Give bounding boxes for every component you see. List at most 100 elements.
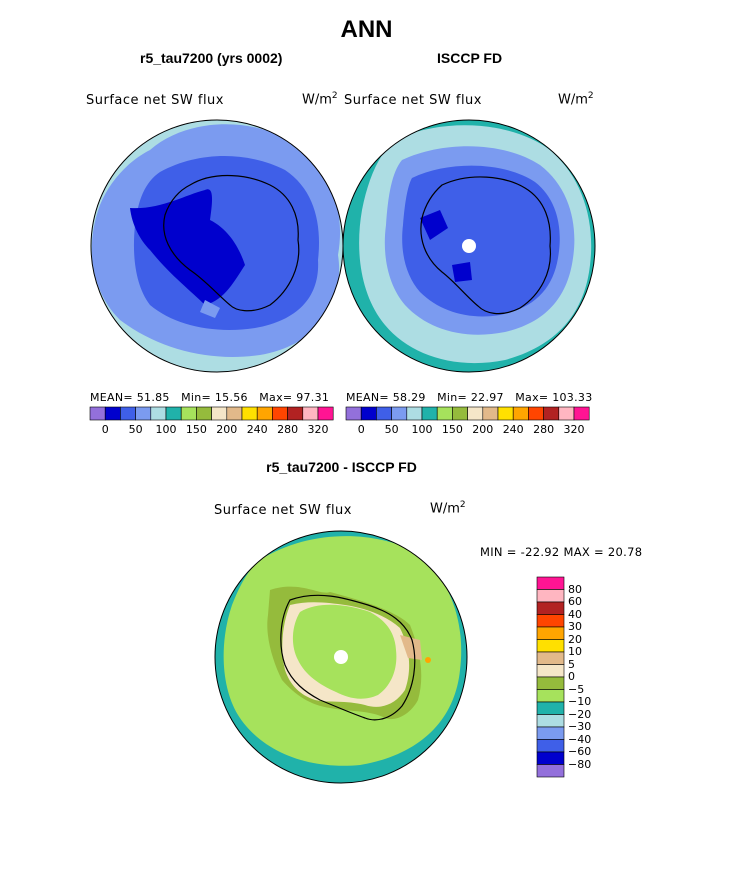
diff-pole-missing-data bbox=[334, 650, 348, 664]
colorbar-tick-label: 100 bbox=[155, 423, 177, 436]
colorbar-swatch bbox=[226, 406, 243, 421]
colorbar-tick-label: 50 bbox=[384, 423, 399, 436]
difference-colorbar bbox=[536, 576, 565, 778]
colorbar-swatch bbox=[150, 406, 167, 421]
diff-variable-label: Surface net SW flux bbox=[214, 503, 352, 518]
right-dark-blue-patch-2 bbox=[452, 262, 472, 282]
diff-orange-patch bbox=[425, 657, 431, 663]
colorbar-tick-label: 200 bbox=[472, 423, 494, 436]
colorbar-tick-label: 320 bbox=[563, 423, 585, 436]
colorbar-swatch bbox=[287, 406, 304, 421]
diff-colorbar-swatch bbox=[536, 614, 565, 628]
diff-colorbar-swatch bbox=[536, 576, 565, 590]
right-panel-title: ISCCP FD bbox=[437, 50, 503, 66]
diff-colorbar-swatch bbox=[536, 751, 565, 765]
colorbar-swatch bbox=[120, 406, 136, 421]
colorbar-swatch bbox=[165, 406, 182, 421]
diff-colorbar-tick-label: 5 bbox=[568, 657, 575, 671]
colorbar-swatch bbox=[272, 406, 288, 421]
diff-colorbar-tick-label: −5 bbox=[568, 682, 585, 696]
colorbar-tick-label: 100 bbox=[411, 423, 433, 436]
right-colorbar bbox=[345, 406, 590, 421]
left-antarctica-coastline bbox=[163, 175, 300, 312]
figure-title: ANN bbox=[340, 16, 393, 43]
colorbar-swatch bbox=[345, 406, 362, 421]
colorbar-swatch bbox=[452, 406, 468, 421]
right-map-border bbox=[342, 119, 596, 373]
colorbar-tick-label: 240 bbox=[502, 423, 524, 436]
colorbar-swatch bbox=[302, 406, 319, 421]
colorbar-swatch bbox=[406, 406, 423, 421]
colorbar-swatch bbox=[558, 406, 575, 421]
difference-polar-map bbox=[215, 531, 467, 783]
diff-stats: MIN = -22.92 MAX = 20.78 bbox=[480, 545, 643, 559]
diff-colorbar-tick-label: 80 bbox=[568, 582, 582, 596]
diff-colorbar-tick-label: 20 bbox=[568, 632, 582, 646]
left-colorbar bbox=[89, 406, 334, 421]
colorbar-swatch bbox=[256, 406, 273, 421]
colorbar-swatch bbox=[482, 406, 499, 421]
right-stats: MEAN= 58.29 Min= 22.97 Max= 103.33 bbox=[346, 391, 593, 404]
colorbar-tick-label: 320 bbox=[307, 423, 329, 436]
right-medium-blue-zone bbox=[402, 165, 560, 317]
right-pole-missing-data bbox=[462, 239, 476, 253]
left-units-label: W/m2 bbox=[302, 91, 338, 108]
diff-colorbar-swatch bbox=[536, 639, 565, 653]
diff-colorbar-swatch bbox=[536, 726, 565, 740]
colorbar-tick-label: 280 bbox=[277, 423, 299, 436]
diff-colorbar-swatch bbox=[536, 739, 565, 753]
right-dark-blue-patch-1 bbox=[420, 210, 448, 240]
left-dark-blue-zone bbox=[130, 189, 245, 305]
colorbar-tick-label: 240 bbox=[246, 423, 268, 436]
colorbar-tick-label: 0 bbox=[101, 423, 109, 436]
left-polar-map bbox=[91, 120, 343, 372]
right-variable-label: Surface net SW flux bbox=[344, 93, 482, 108]
diff-colorbar-tick-label: 30 bbox=[568, 620, 582, 633]
colorbar-swatch bbox=[543, 406, 560, 421]
diff-colorbar-tick-label: −60 bbox=[568, 745, 592, 758]
left-panel-title: r5_tau7200 (yrs 0002) bbox=[140, 50, 283, 66]
right-polar-map bbox=[343, 120, 595, 372]
diff-colorbar-swatch bbox=[536, 651, 565, 665]
left-variable-label: Surface net SW flux bbox=[86, 93, 224, 108]
colorbar-tick-label: 50 bbox=[128, 423, 143, 436]
colorbar-swatch bbox=[436, 406, 453, 421]
diff-colorbar-tick-label: −40 bbox=[568, 732, 592, 746]
colorbar-swatch bbox=[317, 406, 334, 421]
diff-antarctica-coastline bbox=[280, 594, 416, 721]
right-units-label: W/m2 bbox=[558, 91, 594, 108]
diff-colorbar-swatch bbox=[536, 589, 565, 603]
colorbar-swatch bbox=[211, 406, 228, 421]
colorbar-swatch bbox=[391, 406, 408, 421]
colorbar-swatch bbox=[376, 406, 392, 421]
colorbar-swatch bbox=[467, 406, 484, 421]
diff-colorbar-tick-label: −10 bbox=[568, 695, 592, 708]
diff-units-label: W/m2 bbox=[430, 500, 466, 517]
colorbar-swatch bbox=[528, 406, 544, 421]
colorbar-swatch bbox=[512, 406, 529, 421]
left-stats: MEAN= 51.85 Min= 15.56 Max= 97.31 bbox=[90, 391, 330, 404]
colorbar-swatch bbox=[180, 406, 197, 421]
diff-colorbar-swatch bbox=[536, 601, 565, 615]
diff-tan-patch bbox=[400, 635, 422, 660]
diff-colorbar-swatch bbox=[536, 676, 565, 690]
colorbar-tick-label: 280 bbox=[533, 423, 555, 436]
diff-map-border bbox=[214, 530, 468, 784]
diff-colorbar-swatch bbox=[536, 689, 565, 703]
colorbar-swatch bbox=[89, 406, 106, 421]
colorbar-swatch bbox=[196, 406, 212, 421]
diff-colorbar-swatch bbox=[536, 664, 565, 678]
diff-colorbar-tick-label: 0 bbox=[568, 670, 575, 683]
diff-colorbar-tick-label: 10 bbox=[568, 645, 582, 658]
diff-colorbar-swatch bbox=[536, 764, 565, 778]
colorbar-swatch bbox=[360, 406, 377, 421]
diff-colorbar-tick-label: 60 bbox=[568, 595, 582, 608]
difference-panel-title: r5_tau7200 - ISCCP FD bbox=[266, 459, 417, 475]
diff-colorbar-swatch bbox=[536, 626, 565, 640]
left-peninsula-patch bbox=[200, 300, 220, 318]
colorbar-tick-label: 200 bbox=[216, 423, 238, 436]
colorbar-swatch bbox=[241, 406, 258, 421]
diff-colorbar-tick-label: −20 bbox=[568, 707, 592, 721]
colorbar-tick-label: 0 bbox=[357, 423, 365, 436]
colorbar-swatch bbox=[573, 406, 590, 421]
